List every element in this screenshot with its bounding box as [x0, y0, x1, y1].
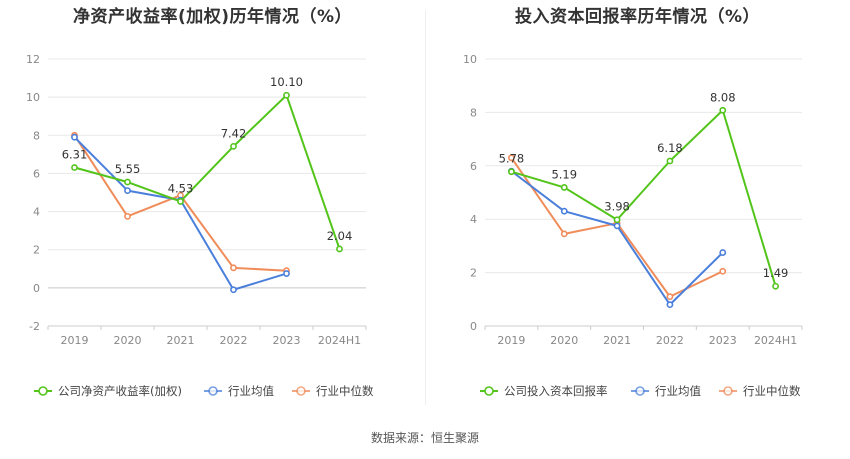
roe-ytick-label: 4 — [33, 206, 40, 219]
roic-chart: 0 2 4 6 8 10 2019 2020 2021 2022 2023 2024H1 5.78 5.1… — [463, 53, 803, 398]
roic-data-label: 5.78 — [499, 152, 525, 166]
roic-ytick-label: 2 — [470, 267, 477, 280]
roic-series-point-2 — [508, 154, 515, 162]
roe-series-point-1 — [124, 187, 131, 194]
roe-series-point-2 — [124, 212, 131, 220]
roe-series-point-0 — [230, 142, 237, 150]
roic-series-point-0 — [772, 282, 779, 290]
roe-series-line-1 — [73, 136, 287, 291]
roe-chart: -2 0 2 4 6 8 10 12 2019 2020 2021 2022 2023 2024H1 6.3… — [26, 53, 374, 398]
roe-ytick-label: 8 — [33, 129, 40, 142]
roe-series-point-0 — [177, 198, 184, 205]
roe-data-label: 7.42 — [221, 126, 247, 140]
roic-chart-title: 投入资本回报率历年情况（%） — [514, 7, 761, 27]
roe-series-point-0 — [336, 245, 343, 253]
roe-xtick-label: 2019 — [61, 334, 89, 347]
roic-series-point-0 — [560, 184, 568, 191]
roe-xtick-label: 2021 — [167, 334, 195, 347]
roic-ytick-label: 6 — [470, 160, 477, 173]
roic-legend-swatch-marker — [484, 386, 494, 396]
roe-legend-swatch-marker — [38, 386, 48, 396]
roe-data-label: 6.31 — [62, 148, 88, 162]
roe-chart-title: 净资产收益率(加权)历年情况（%） — [72, 7, 353, 27]
roic-ytick-label: 8 — [470, 106, 477, 119]
roic-chart-panel: 投入资本回报率历年情况（%） 0 2 4 6 8 10 2019 2020 2021 2022 20… — [425, 0, 850, 420]
roe-series-point-0 — [71, 164, 78, 171]
roe-series-point-1 — [283, 270, 290, 277]
roic-xtick-label: 2021 — [603, 334, 631, 347]
roic-data-label: 1.49 — [763, 266, 789, 280]
roe-xtick-label: 2024H1 — [318, 334, 361, 347]
roe-ytick-label: 10 — [26, 91, 40, 104]
roe-series-point-1 — [71, 133, 78, 141]
roe-series-point-0 — [283, 91, 290, 99]
roe-legend-swatch-marker — [208, 386, 218, 396]
roic-series-point-1 — [560, 207, 568, 215]
roe-ytick-label: 12 — [26, 53, 40, 66]
roe-data-label: 4.53 — [168, 181, 194, 195]
data-source-note: 数据来源：恒生聚源 — [370, 431, 479, 445]
roic-series-line-1 — [510, 170, 724, 306]
roe-chart-panel: 净资产收益率(加权)历年情况（%） -2 0 2 4 6 8 10 12 2019 2020 202… — [0, 0, 425, 420]
roe-legend-label: 公司净资产收益率(加权) — [58, 384, 182, 398]
roic-series-point-2 — [560, 230, 568, 238]
roic-xtick-label: 2024H1 — [754, 334, 797, 347]
roic-series-point-2 — [666, 293, 674, 301]
roe-xtick-label: 2020 — [114, 334, 142, 347]
roe-data-label: 2.04 — [327, 229, 353, 243]
roic-ytick-label: 4 — [470, 213, 477, 226]
roic-series-point-0 — [508, 168, 515, 176]
roic-legend-swatch-marker — [723, 386, 733, 396]
roe-series-point-2 — [230, 264, 237, 272]
roic-legend-swatch-marker — [635, 386, 645, 396]
roe-legend-label: 行业均值 — [228, 384, 274, 398]
roe-series-point-1 — [230, 286, 237, 294]
roe-ytick-label: 0 — [33, 282, 40, 295]
roe-data-label: 10.10 — [270, 75, 303, 89]
roe-series-point-0 — [124, 178, 131, 186]
roic-series-point-1 — [666, 301, 674, 309]
roic-data-label: 3.98 — [604, 200, 630, 214]
roe-xtick-label: 2022 — [220, 334, 248, 347]
roe-legend-label: 行业中位数 — [316, 384, 374, 398]
roic-xtick-label: 2023 — [709, 334, 737, 347]
roe-ytick-label: 2 — [33, 244, 40, 257]
roic-series-point-1 — [719, 249, 727, 256]
roe-xtick-label: 2023 — [273, 334, 301, 347]
roic-ytick-label: 0 — [470, 320, 477, 333]
roic-series-point-0 — [719, 106, 727, 114]
roic-xtick-label: 2019 — [497, 334, 525, 347]
roe-series-line-0 — [74, 94, 341, 250]
roic-series-line-0 — [511, 109, 777, 287]
roic-series-point-0 — [666, 157, 674, 165]
roic-data-label: 8.08 — [710, 90, 736, 104]
roe-ytick-label: 6 — [33, 167, 40, 180]
roe-legend-swatch-marker — [296, 386, 306, 396]
roic-xtick-label: 2022 — [656, 334, 684, 347]
panel-divider — [425, 10, 426, 405]
roic-series-point-0 — [613, 216, 621, 224]
roic-data-label: 6.18 — [657, 141, 683, 155]
roic-data-label: 5.19 — [551, 167, 577, 181]
roe-ytick-label: -2 — [29, 320, 40, 333]
roic-legend-label: 行业均值 — [655, 384, 701, 398]
roic-legend-label: 公司投入资本回报率 — [504, 384, 608, 398]
roic-ytick-label: 10 — [463, 53, 477, 66]
roic-legend-label: 行业中位数 — [743, 384, 801, 398]
roe-data-label: 5.55 — [115, 162, 141, 176]
roic-series-point-1 — [613, 222, 621, 230]
roic-series-point-2 — [719, 267, 727, 275]
roic-xtick-label: 2020 — [550, 334, 578, 347]
